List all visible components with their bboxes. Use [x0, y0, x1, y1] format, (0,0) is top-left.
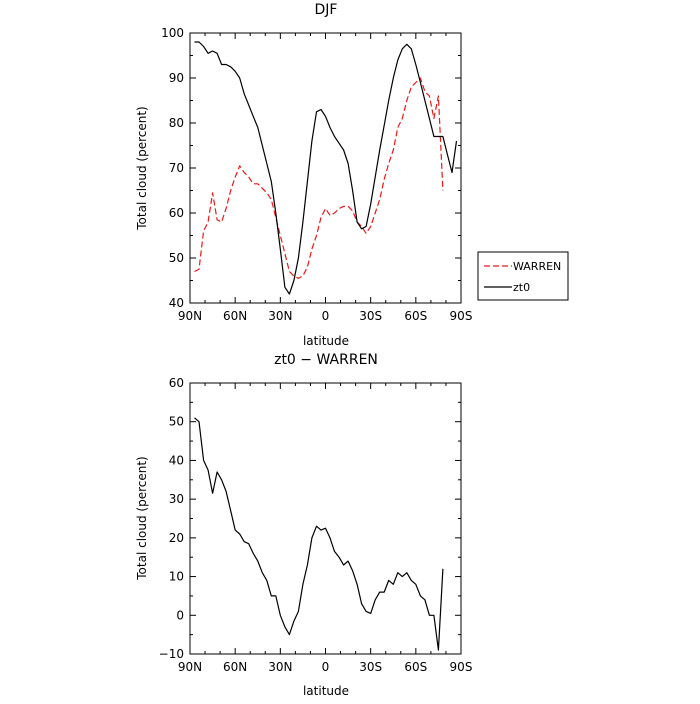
bottom-x-tick-label: 90S	[450, 660, 473, 674]
top-x-tick-label: 90S	[450, 309, 473, 323]
legend: WARREN zt0	[477, 251, 569, 301]
bottom-x-tick-label: 60S	[404, 660, 427, 674]
top-y-tick-label: 80	[169, 116, 184, 130]
top-x-tick-label: 60N	[223, 309, 247, 323]
top-y-tick-label: 100	[161, 26, 184, 40]
top-ticks: 90N 60N 30N 0 30S 60S 90S 40 50 60 70 80 90 100	[161, 26, 472, 323]
bottom-x-tick-label: 30S	[359, 660, 382, 674]
bottom-y-tick-label: 50	[169, 415, 184, 429]
bottom-plot-frame	[189, 382, 462, 655]
top-y-tick-label: 90	[169, 71, 184, 85]
top-x-tick-label: 90N	[178, 309, 202, 323]
legend-label-zt0: zt0	[513, 281, 530, 294]
bottom-panel-title: zt0 − WARREN	[274, 352, 378, 368]
top-y-tick-label: 50	[169, 251, 184, 265]
bottom-series-line-difference	[194, 417, 444, 651]
top-y-tick-label: 70	[169, 161, 184, 175]
bottom-x-tick-label: 90N	[178, 660, 202, 674]
bottom-y-tick-label: 40	[169, 453, 184, 467]
top-x-axis-title: latitude	[303, 334, 349, 348]
bottom-x-tick-label: 0	[322, 660, 330, 674]
bottom-series	[194, 417, 444, 651]
top-plot-frame	[189, 32, 462, 304]
top-x-tick-label: 30S	[359, 309, 382, 323]
top-panel-title: DJF	[315, 2, 338, 18]
top-x-tick-label: 0	[322, 309, 330, 323]
top-y-tick-label: 60	[169, 206, 184, 220]
bottom-ticks: 90N 60N 30N 0 30S 60S 90S −10 0 10 20 30 40 50 60	[159, 376, 473, 674]
bottom-y-tick-label: 30	[169, 492, 184, 506]
bottom-y-tick-label: 20	[169, 531, 184, 545]
top-series	[194, 41, 458, 295]
legend-box	[477, 251, 569, 301]
bottom-y-tick-label: 10	[169, 570, 184, 584]
top-x-tick-label: 30N	[268, 309, 292, 323]
bottom-y-tick-label: 60	[169, 376, 184, 390]
top-series-line-warren	[194, 77, 444, 279]
bottom-panel: zt0 − WARREN 90N 60N 30N 0 30S 60S 90S −10 0 10 20…	[135, 352, 472, 698]
top-y-axis-title: Total cloud (percent)	[135, 106, 149, 230]
bottom-y-axis-title: Total cloud (percent)	[135, 456, 149, 580]
bottom-x-axis-title: latitude	[303, 684, 349, 698]
top-y-tick-label: 40	[169, 296, 184, 310]
top-panel: DJF 90N 60N 30N 0 30S 60S 90S 40 50 60 70 80 90 100 l…	[135, 2, 472, 348]
top-x-tick-label: 60S	[404, 309, 427, 323]
bottom-x-tick-label: 60N	[223, 660, 247, 674]
bottom-y-tick-label: −10	[159, 647, 184, 661]
top-series-line-zt0	[194, 41, 458, 295]
bottom-y-tick-label: 0	[176, 608, 184, 622]
bottom-x-tick-label: 30N	[268, 660, 292, 674]
legend-label-warren: WARREN	[513, 260, 561, 273]
